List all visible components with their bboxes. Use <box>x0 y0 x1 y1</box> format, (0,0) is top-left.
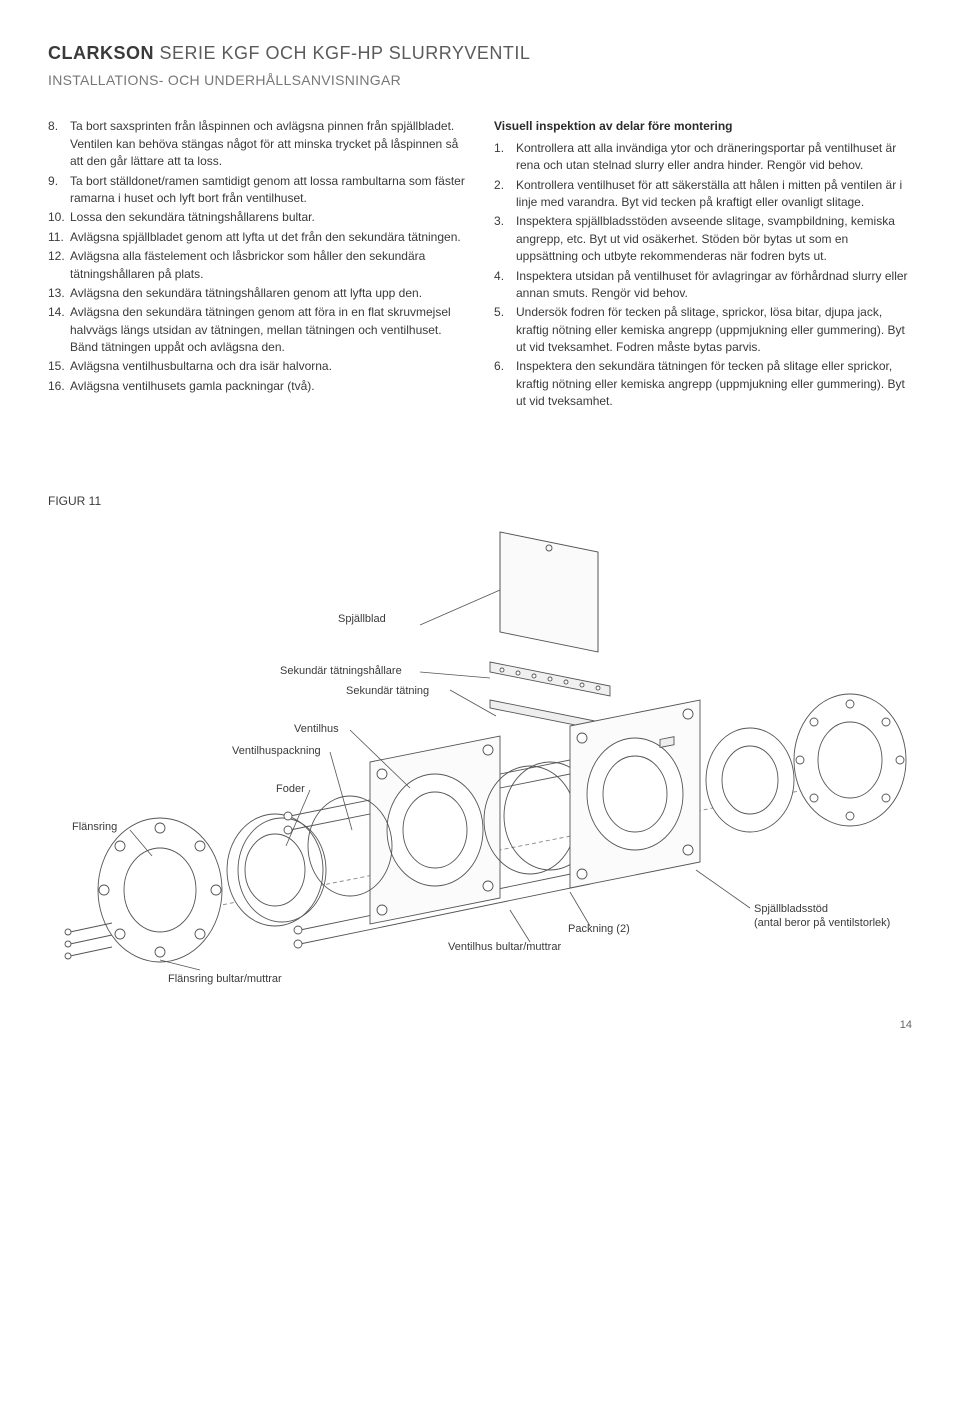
part-foder-left <box>227 814 326 926</box>
part-flansring-bolts-left <box>65 923 112 959</box>
list-item: Avlägsna den sekundära tätningshållaren … <box>48 285 466 302</box>
label-sekundar-tatning: Sekundär tätning <box>346 684 429 700</box>
list-item: Ta bort ställdonet/ramen samtidigt genom… <box>48 173 466 208</box>
list-item: Avlägsna spjällbladet genom att lyfta ut… <box>48 229 466 246</box>
label-flansring: Flänsring <box>72 820 117 836</box>
list-item: Inspektera utsidan på ventilhuset för av… <box>494 268 912 303</box>
part-sekundar-tatningshallare <box>490 662 610 696</box>
right-column: Visuell inspektion av delar före monteri… <box>494 118 912 412</box>
title-rest: SERIE KGF OCH KGF-HP SLURRYVENTIL <box>154 43 530 63</box>
list-item: Inspektera spjällbladsstöden avseende sl… <box>494 213 912 265</box>
right-column-heading: Visuell inspektion av delar före monteri… <box>494 118 912 135</box>
document-subtitle: INSTALLATIONS- OCH UNDERHÅLLSANVISNINGAR <box>48 70 912 90</box>
part-spjallblad <box>500 532 598 652</box>
list-item: Kontrollera att alla invändiga ytor och … <box>494 140 912 175</box>
part-foder-right <box>706 728 794 832</box>
label-ventilhus-bultar: Ventilhus bultar/muttrar <box>448 940 561 956</box>
label-ventilhuspackning: Ventilhuspackning <box>232 744 321 760</box>
list-item: Lossa den sekundära tätningshållarens bu… <box>48 209 466 226</box>
content-columns: Ta bort saxsprinten från låspinnen och a… <box>48 118 912 412</box>
part-flansring-right <box>794 694 906 826</box>
label-spjallbladsstod-2: (antal beror på ventilstorlek) <box>754 916 890 932</box>
left-column: Ta bort saxsprinten från låspinnen och a… <box>48 118 466 412</box>
document-header: CLARKSON SERIE KGF OCH KGF-HP SLURRYVENT… <box>48 40 912 90</box>
left-numbered-list: Ta bort saxsprinten från låspinnen och a… <box>48 118 466 395</box>
list-item: Kontrollera ventilhuset för att säkerstä… <box>494 177 912 212</box>
list-item: Ta bort saxsprinten från låspinnen och a… <box>48 118 466 170</box>
part-ventilhus-right <box>570 700 700 888</box>
list-item: Undersök fodren för tecken på slitage, s… <box>494 304 912 356</box>
diagram-svg <box>48 530 912 1010</box>
list-item: Avlägsna ventilhusbultarna och dra isär … <box>48 358 466 375</box>
exploded-view-diagram: Spjällblad Sekundär tätningshållare Seku… <box>48 530 912 1010</box>
list-item: Avlägsna den sekundära tätningen genom a… <box>48 304 466 356</box>
label-sekundar-tatningshallare: Sekundär tätningshållare <box>280 664 402 680</box>
list-item: Inspektera den sekundära tätningen för t… <box>494 358 912 410</box>
page-number: 14 <box>48 1018 912 1034</box>
document-title: CLARKSON SERIE KGF OCH KGF-HP SLURRYVENT… <box>48 40 912 66</box>
part-flansring-left <box>98 818 222 962</box>
list-item: Avlägsna alla fästelement och låsbrickor… <box>48 248 466 283</box>
brand-text: CLARKSON <box>48 43 154 63</box>
list-item: Avlägsna ventilhusets gamla packningar (… <box>48 378 466 395</box>
label-spjallblad: Spjällblad <box>338 612 386 628</box>
label-packning: Packning (2) <box>568 922 630 938</box>
figure-section: FIGUR 11 <box>48 493 912 1010</box>
label-ventilhus: Ventilhus <box>294 722 339 738</box>
right-numbered-list: Kontrollera att alla invändiga ytor och … <box>494 140 912 411</box>
label-flansring-bultar: Flänsring bultar/muttrar <box>168 972 282 988</box>
figure-label: FIGUR 11 <box>48 493 912 510</box>
label-foder: Foder <box>276 782 305 798</box>
